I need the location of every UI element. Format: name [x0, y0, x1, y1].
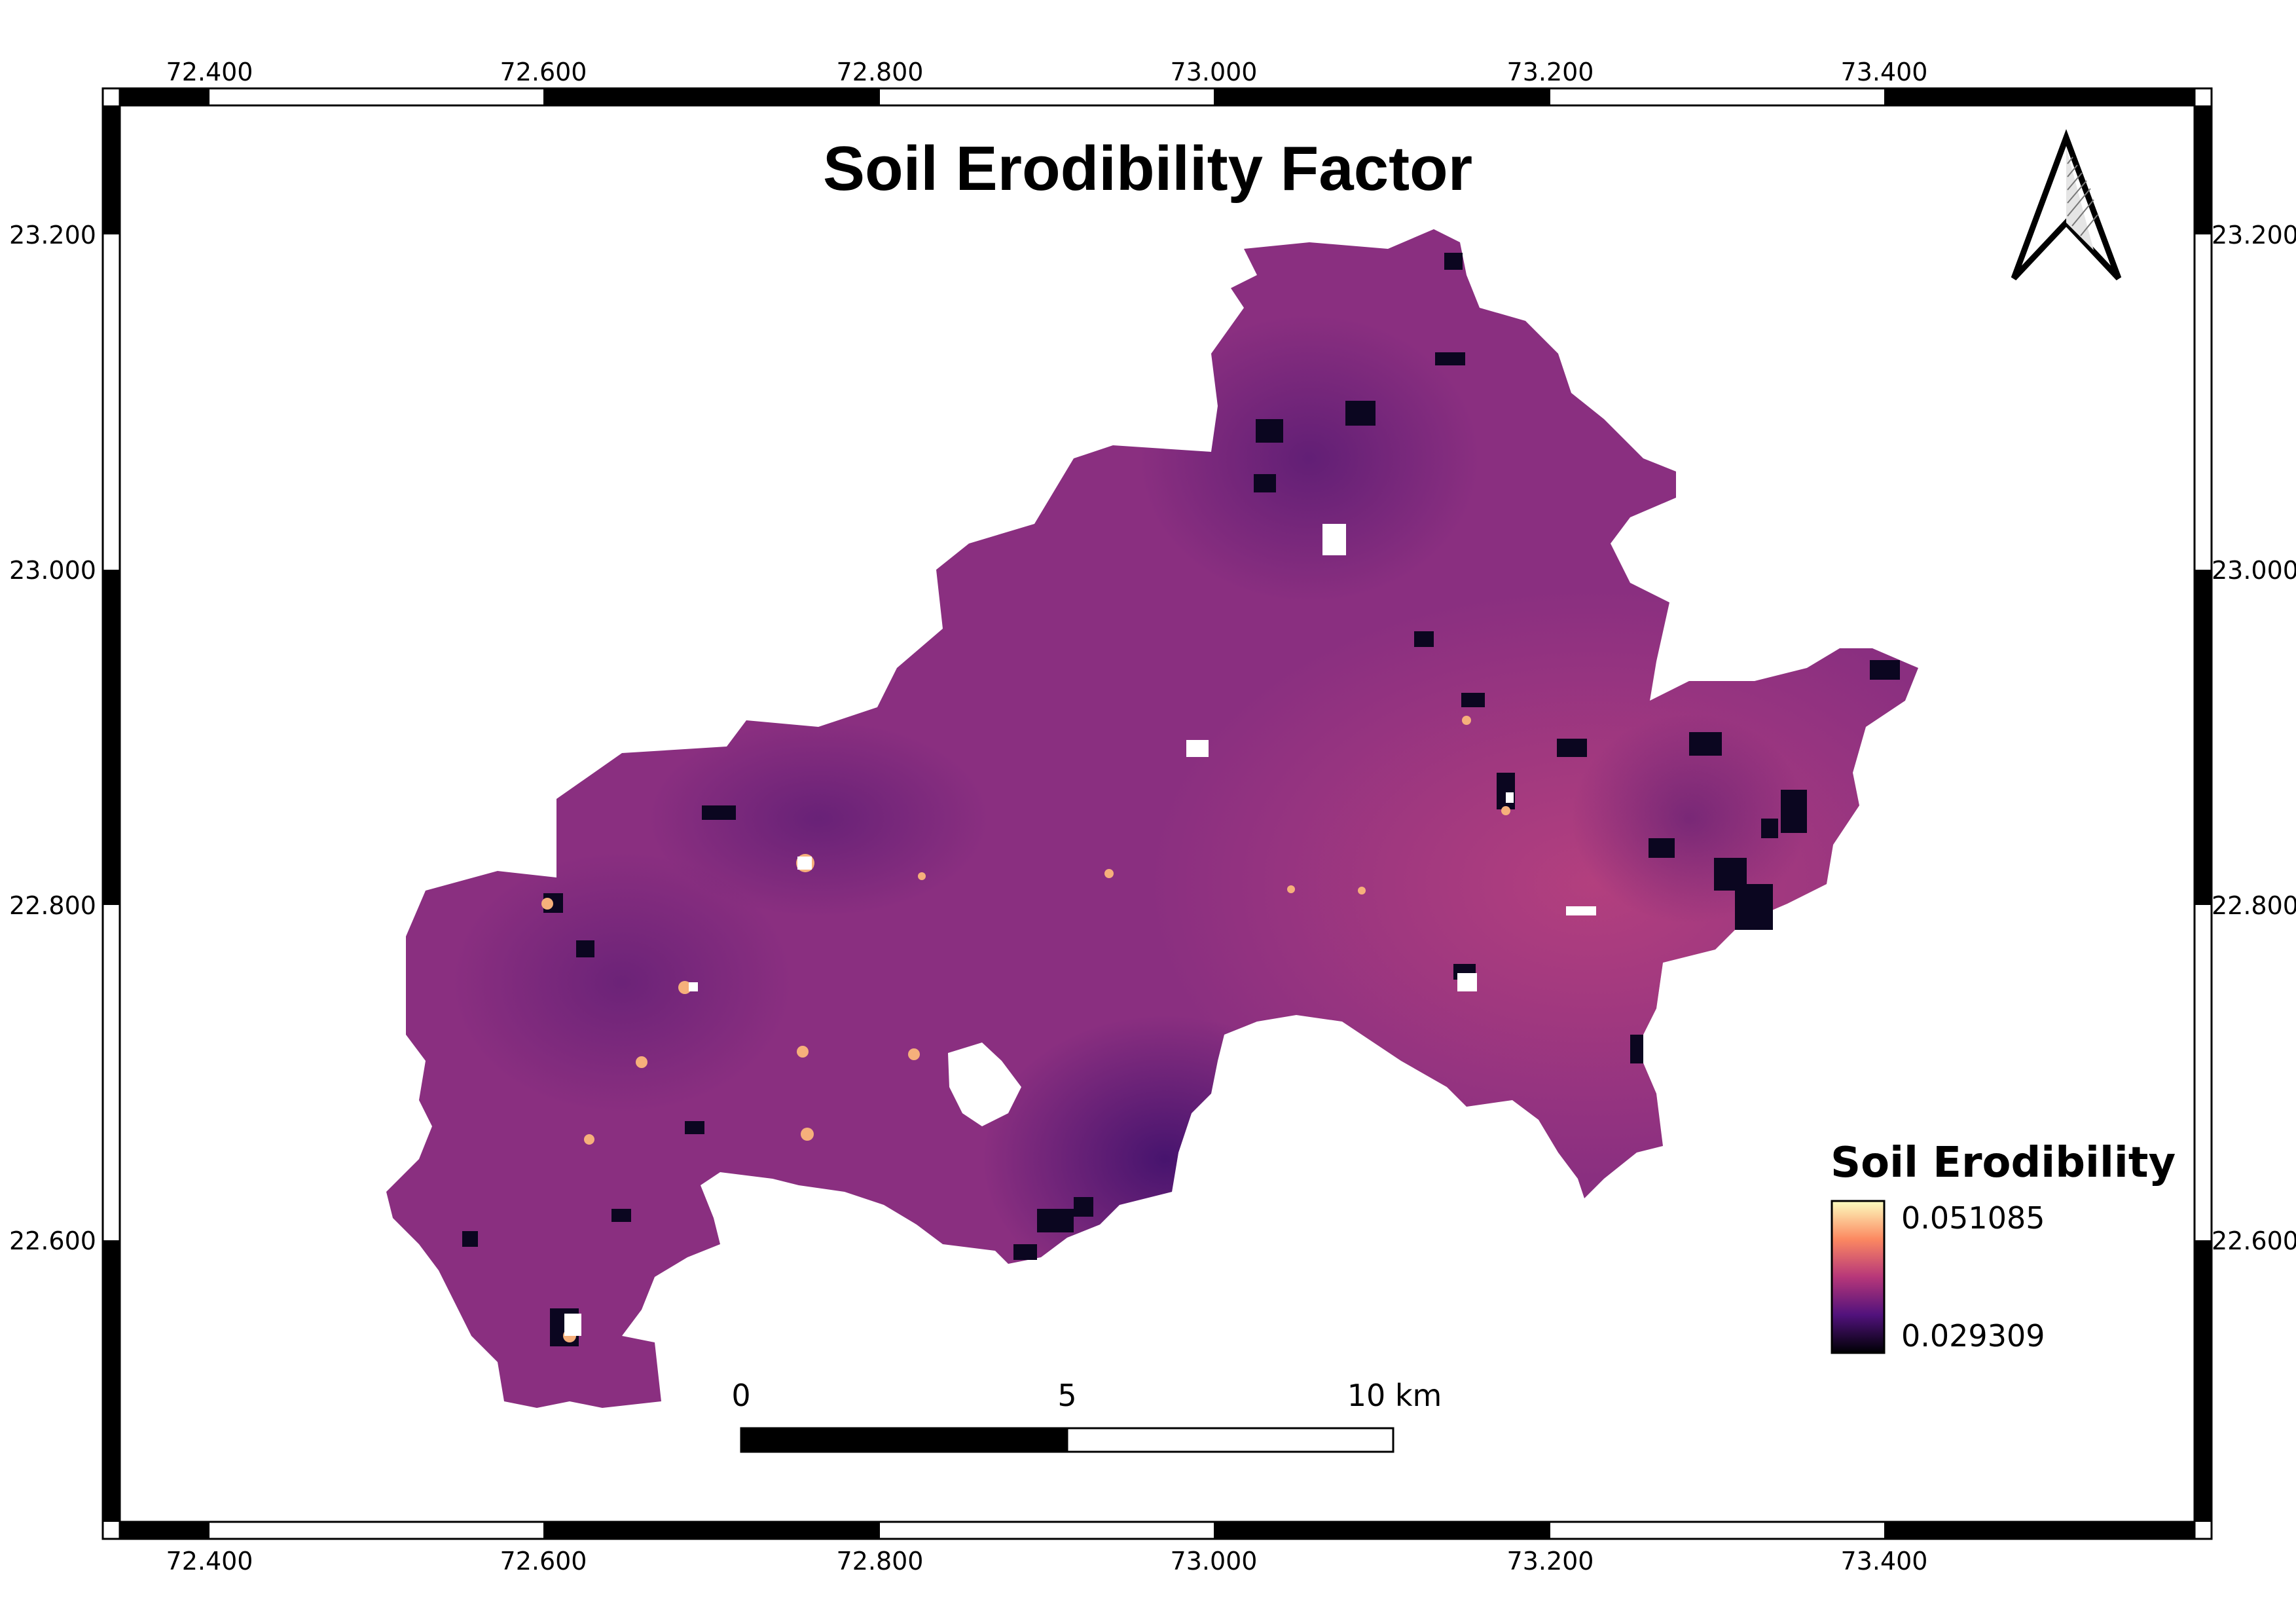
- lon-label-bottom: 72.600: [500, 1547, 587, 1576]
- scale-label-0: 0: [731, 1378, 750, 1413]
- lat-label-right: 23.200: [2212, 221, 2296, 249]
- longitude-labels-bottom: 72.400 72.600 72.800 73.000 73.200 73.40…: [166, 1547, 1928, 1576]
- scale-label-5: 5: [1057, 1378, 1076, 1413]
- nodata-gaps: [564, 524, 1596, 1336]
- lon-label-bottom: 72.400: [166, 1547, 253, 1576]
- lon-label-top: 73.200: [1507, 58, 1594, 86]
- lon-label-top: 73.400: [1841, 58, 1928, 86]
- lon-label-bottom: 73.400: [1841, 1547, 1928, 1576]
- lon-label-top: 72.600: [500, 58, 587, 86]
- lat-label-right: 22.800: [2212, 891, 2296, 920]
- legend-min-label: 0.029309: [1901, 1318, 2045, 1354]
- lat-label-left: 23.000: [9, 556, 96, 585]
- legend-color-ramp: [1831, 1200, 1886, 1354]
- map-title: Soil Erodibility Factor: [823, 134, 1472, 204]
- lon-label-top: 73.000: [1171, 58, 1258, 86]
- latitude-labels-left: 23.200 23.000 22.800 22.600: [9, 221, 96, 1255]
- lat-label-right: 22.600: [2212, 1227, 2296, 1255]
- lat-label-left: 22.600: [9, 1227, 96, 1255]
- lon-label-top: 72.800: [837, 58, 924, 86]
- scale-bar: 0 5 10 km: [731, 1378, 1442, 1453]
- north-arrow-icon: [2011, 129, 2122, 281]
- lon-label-bottom: 72.800: [837, 1547, 924, 1576]
- legend: Soil Erodibility 0.051085 0.029309: [1831, 1139, 2176, 1354]
- soil-erodibility-raster: [386, 229, 1918, 1408]
- legend-title: Soil Erodibility: [1831, 1139, 2176, 1187]
- lat-label-left: 23.200: [9, 221, 96, 249]
- lon-label-bottom: 73.200: [1507, 1547, 1594, 1576]
- latitude-labels-right: 23.200 23.000 22.800 22.600: [2212, 221, 2296, 1255]
- scale-label-10: 10 km: [1347, 1378, 1442, 1413]
- lat-label-right: 23.000: [2212, 556, 2296, 585]
- scale-segment-white: [1066, 1427, 1394, 1453]
- longitude-labels-top: 72.400 72.600 72.800 73.000 73.200 73.40…: [166, 58, 1928, 86]
- low-value-patches: [462, 253, 1900, 1346]
- lat-label-left: 22.800: [9, 891, 96, 920]
- lon-label-bottom: 73.000: [1171, 1547, 1258, 1576]
- lon-label-top: 72.400: [166, 58, 253, 86]
- scale-segment-black: [740, 1427, 1068, 1453]
- legend-max-label: 0.051085: [1901, 1200, 2045, 1236]
